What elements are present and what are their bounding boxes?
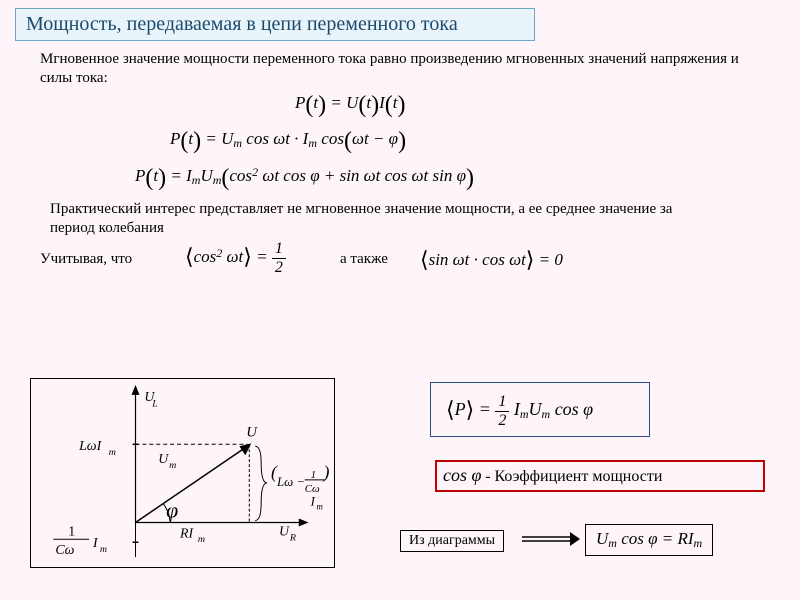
svg-text:LωI: LωI <box>78 438 102 453</box>
svg-text:m: m <box>317 502 324 512</box>
from-diagram-box: Из диаграммы <box>400 530 504 552</box>
svg-text:m: m <box>198 534 205 545</box>
svg-text:φ: φ <box>166 499 178 523</box>
svg-text:I: I <box>310 495 316 509</box>
diagram-result-box: Um cos φ = RIm <box>585 524 713 556</box>
svg-text:RI: RI <box>179 525 194 540</box>
svg-text:R: R <box>289 532 296 543</box>
intro-span: Мгновенное значение мощности переменного… <box>40 51 739 86</box>
formula-avg-sincos: ⟨sin ωt · cos ωt⟩ = 0 <box>420 247 563 273</box>
svg-text:1: 1 <box>68 523 75 538</box>
from-diagram-text: Из диаграммы <box>409 533 495 548</box>
intro-text: Мгновенное значение мощности переменного… <box>40 50 740 88</box>
formula-p-uí: P(t) = U(t)I(t) <box>295 92 406 119</box>
arrow-icon <box>520 530 580 552</box>
svg-text:U: U <box>246 424 258 440</box>
svg-text:Cω: Cω <box>55 542 74 557</box>
svg-text:): ) <box>323 462 330 483</box>
svg-text:I: I <box>92 535 99 550</box>
formula-p-expanded: P(t) = ImUm(cos2 ωt cos φ + sin ωt cos ω… <box>135 165 474 192</box>
svg-text:m: m <box>109 447 116 458</box>
phasor-diagram: U L LωI m U m U φ RI m U R 1 Cω I m ( Lω… <box>30 378 335 568</box>
pract-span: Практический интерес представляет не мгн… <box>50 201 672 236</box>
svg-text:m: m <box>169 460 176 471</box>
cosphi-symbol: cos φ <box>443 465 481 485</box>
svg-text:Lω −: Lω − <box>276 475 305 489</box>
practical-text: Практический интерес представляет не мгн… <box>50 200 690 238</box>
formula-p-cos: P(t) = Um cos ωt · Im cos(ωt − φ) <box>170 128 406 155</box>
formula-um-cosphi: Um cos φ = RIm <box>596 529 702 548</box>
formula-avg-cos2: ⟨cos2 ωt⟩ = 12 <box>185 240 286 276</box>
svg-text:L: L <box>151 399 158 410</box>
also-text: а также <box>340 250 388 269</box>
consider-span: Учитывая, что <box>40 251 132 267</box>
consider-text: Учитывая, что <box>40 250 132 269</box>
coef-text: - Коэффициент мощности <box>485 468 662 485</box>
svg-text:U: U <box>158 451 169 466</box>
diagram-svg: U L LωI m U m U φ RI m U R 1 Cω I m ( Lω… <box>31 379 334 567</box>
formula-avg-p: ⟨P⟩ = 12 ImUm cos φ <box>446 393 664 429</box>
coefficient-box: cos φ - Коэффициент мощности <box>435 460 765 492</box>
also-span: а также <box>340 251 388 267</box>
svg-text:1: 1 <box>311 469 316 481</box>
svg-text:Cω: Cω <box>305 483 320 495</box>
result-box: ⟨P⟩ = 12 ImUm cos φ <box>430 382 650 437</box>
svg-text:m: m <box>100 544 107 555</box>
svg-text:U: U <box>279 523 290 538</box>
slide-title: Мощность, передаваемая в цепи переменног… <box>15 8 535 41</box>
title-text: Мощность, передаваемая в цепи переменног… <box>26 13 458 35</box>
